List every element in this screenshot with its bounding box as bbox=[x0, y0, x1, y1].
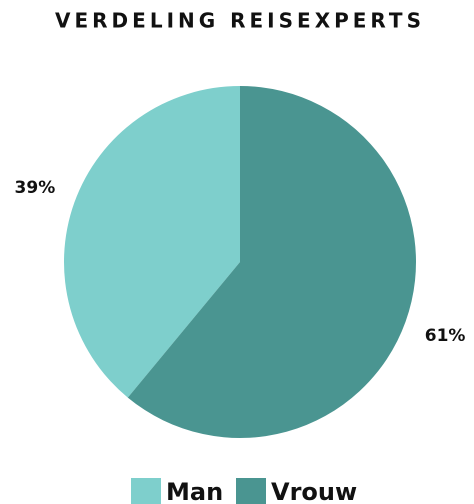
data-label: 39% bbox=[15, 178, 56, 198]
data-label: 61% bbox=[425, 326, 466, 346]
legend-label: Man bbox=[166, 478, 223, 504]
pie-slice bbox=[127, 86, 416, 438]
pie-slice bbox=[64, 86, 240, 398]
chart-title: VERDELING REISEXPERTS bbox=[55, 9, 425, 33]
legend-swatch bbox=[236, 478, 266, 504]
legend-label: Vrouw bbox=[271, 478, 357, 504]
legend-swatch bbox=[131, 478, 161, 504]
